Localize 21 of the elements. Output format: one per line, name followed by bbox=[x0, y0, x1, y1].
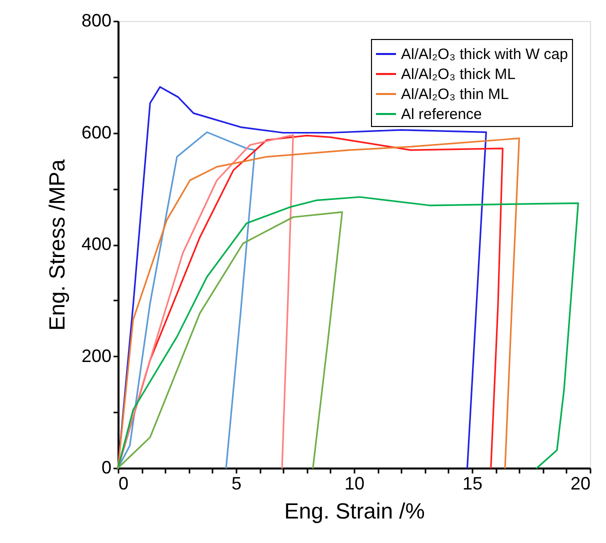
x-tick-label: 0 bbox=[118, 474, 129, 494]
line-series bbox=[117, 131, 256, 469]
x-tick-label: 20 bbox=[570, 474, 590, 494]
line-series bbox=[117, 211, 343, 469]
line-series bbox=[117, 196, 579, 469]
x-axis-title: Eng. Strain /% bbox=[284, 498, 425, 524]
legend-label: Al reference bbox=[401, 106, 482, 123]
legend-label: Al/Al₂O₃ thick ML bbox=[401, 66, 516, 83]
line-series bbox=[117, 86, 487, 469]
y-tick-label: 400 bbox=[81, 234, 112, 254]
y-tick-label: 600 bbox=[81, 122, 112, 142]
x-tick-label: 15 bbox=[462, 474, 483, 494]
legend-label: Al/Al₂O₃ thin ML bbox=[401, 86, 509, 103]
y-tick-label: 200 bbox=[81, 346, 112, 366]
y-axis-title: Eng. Stress /MPa bbox=[44, 158, 70, 331]
legend-label: Al/Al₂O₃ thick with W cap bbox=[401, 46, 568, 63]
y-tick-label: 0 bbox=[101, 458, 112, 478]
x-tick-label: 10 bbox=[344, 474, 365, 494]
y-tick-label: 800 bbox=[81, 10, 112, 30]
line-series bbox=[117, 134, 294, 469]
x-tick-label: 5 bbox=[231, 474, 242, 494]
